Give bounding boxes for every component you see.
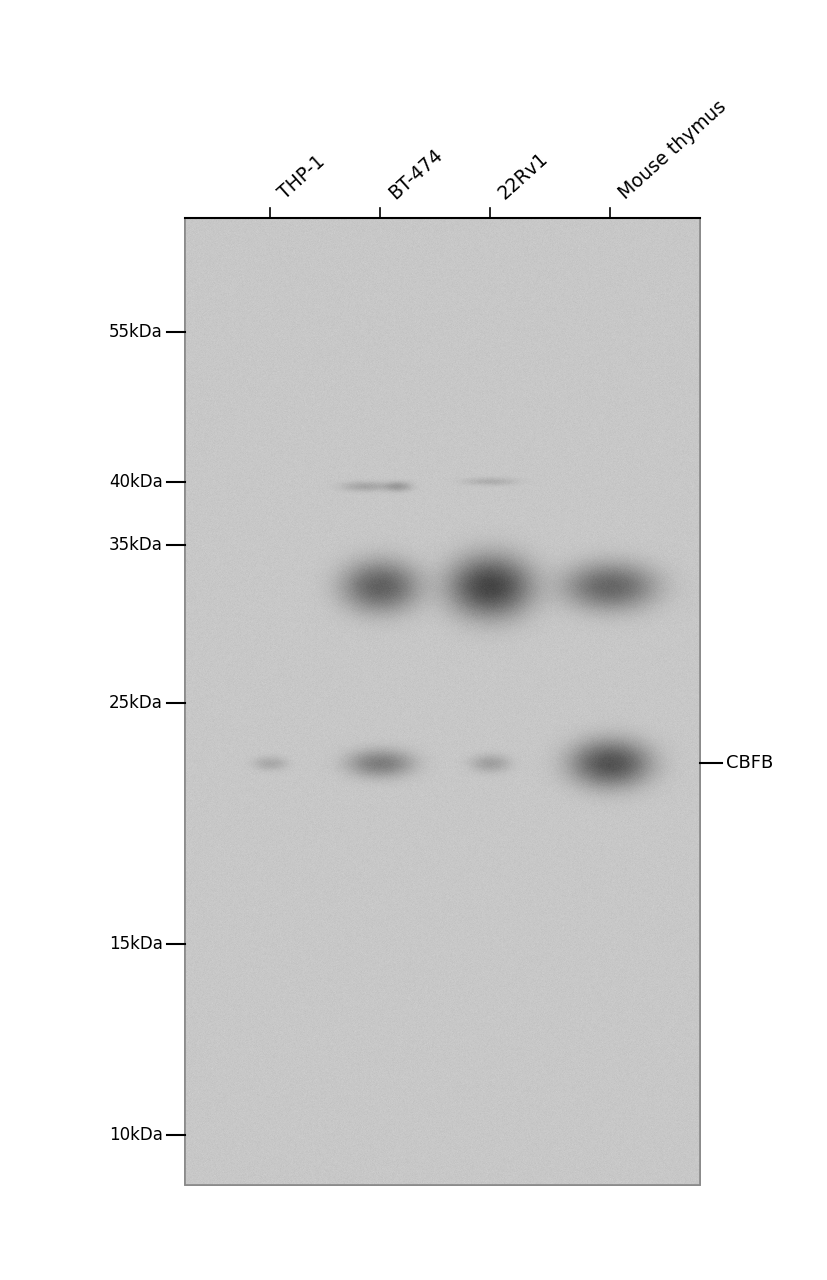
Text: 22Rv1: 22Rv1 xyxy=(495,148,552,204)
Text: 25kDa: 25kDa xyxy=(109,694,163,712)
Bar xyxy=(185,218,700,1185)
Text: 40kDa: 40kDa xyxy=(109,472,163,490)
Text: THP-1: THP-1 xyxy=(275,152,329,204)
Text: Mouse thymus: Mouse thymus xyxy=(615,97,729,204)
Text: CBFB: CBFB xyxy=(726,754,773,772)
Text: 55kDa: 55kDa xyxy=(109,323,163,340)
Bar xyxy=(185,218,700,1185)
Text: BT-474: BT-474 xyxy=(385,145,447,204)
Text: 35kDa: 35kDa xyxy=(109,535,163,554)
Text: 15kDa: 15kDa xyxy=(109,934,163,954)
Text: 10kDa: 10kDa xyxy=(109,1126,163,1144)
